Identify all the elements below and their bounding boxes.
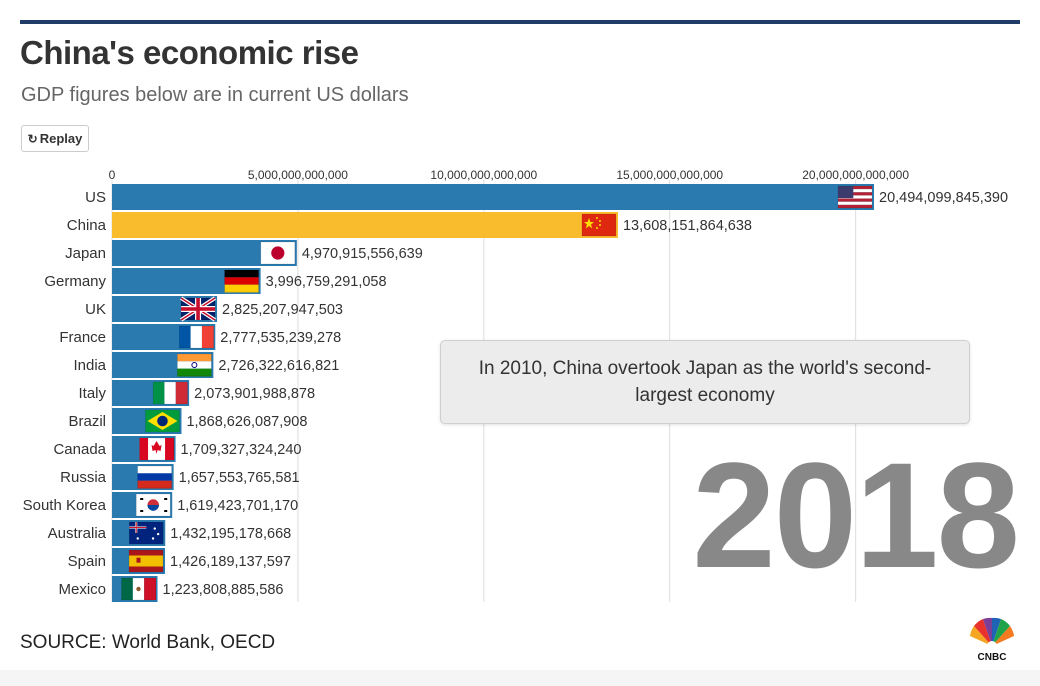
annotation-text: In 2010, China overtook Japan as the wor…: [478, 358, 932, 406]
category-label: UK: [85, 301, 106, 318]
value-label: 1,709,327,324,240: [181, 442, 302, 458]
bar-row: Russia 1,657,553,765,581: [60, 464, 300, 490]
bar-row: Germany 3,996,759,291,058: [44, 268, 387, 294]
value-label: 2,777,535,239,278: [220, 330, 341, 346]
category-label: Mexico: [58, 581, 106, 598]
value-label: 20,494,099,845,390: [879, 190, 1008, 206]
category-label: Germany: [44, 273, 106, 290]
chart-title: China's economic rise: [20, 34, 359, 71]
bar: [112, 212, 618, 238]
chart-subtitle: GDP figures below are in current US doll…: [21, 84, 409, 106]
russia-flag-icon: [137, 465, 172, 489]
bar-row: US 20,494,099,845,390: [85, 184, 1008, 210]
bars: US 20,494,099,845,390 China 13,608,151,864,…: [23, 184, 1008, 602]
bar-row: Italy 2,073,901,988,878: [78, 380, 315, 406]
bar-row: France 2,777,535,239,278: [59, 324, 341, 350]
peacock-icon: [970, 617, 1014, 651]
category-label: Spain: [68, 553, 106, 570]
japan-flag-icon: [260, 241, 296, 265]
spain-flag-icon: [128, 549, 164, 573]
x-axis-ticks: 0 5,000,000,000,000 10,000,000,000,000 15,0…: [109, 168, 910, 182]
title-rule: [20, 20, 1020, 24]
us-flag-icon: [837, 185, 873, 209]
x-tick-label: 5,000,000,000,000: [248, 168, 348, 182]
bar-row: Brazil 1,868,626,087,908: [68, 408, 307, 434]
india-flag-icon: [177, 353, 212, 377]
value-label: 2,073,901,988,878: [194, 386, 315, 402]
bar-row: Japan 4,970,915,556,639: [65, 240, 423, 266]
cnbc-logo: CNBC: [970, 617, 1014, 662]
value-label: 1,432,195,178,668: [170, 526, 291, 542]
australia-flag-icon: [128, 521, 164, 545]
annotation-callout: In 2010, China overtook Japan as the wor…: [440, 340, 970, 424]
mexico-flag-icon: [121, 577, 157, 601]
category-label: Brazil: [68, 413, 106, 430]
bar-row: India 2,726,322,616,821: [73, 352, 339, 378]
x-tick-label: 10,000,000,000,000: [430, 168, 537, 182]
bar: [112, 184, 875, 210]
category-label: Canada: [53, 441, 106, 458]
x-tick-label: 20,000,000,000,000: [802, 168, 909, 182]
germany-flag-icon: [224, 269, 259, 293]
year-label: 2018: [692, 431, 1020, 599]
category-label: China: [67, 217, 107, 234]
cnbc-logo-text: CNBC: [978, 652, 1007, 662]
south-korea-flag-icon: [135, 493, 171, 517]
value-label: 13,608,151,864,638: [623, 218, 752, 234]
bar-row: Australia 1,432,195,178,668: [48, 520, 291, 546]
bar-row: Mexico 1,223,808,885,586: [58, 576, 283, 602]
category-label: France: [59, 329, 106, 346]
bar-row: UK 2,825,207,947,503: [85, 296, 343, 322]
value-label: 4,970,915,556,639: [302, 246, 423, 262]
replay-label: Replay: [39, 131, 83, 146]
category-label: South Korea: [23, 497, 107, 514]
bar-row: South Korea 1,619,423,701,170: [23, 492, 298, 518]
category-label: Russia: [60, 469, 107, 486]
bar-row: Spain 1,426,189,137,597: [68, 548, 291, 574]
value-label: 2,726,322,616,821: [218, 358, 339, 374]
value-label: 1,223,808,885,586: [163, 582, 284, 598]
bar-row: Canada 1,709,327,324,240: [53, 436, 302, 462]
category-label: Australia: [48, 525, 107, 542]
france-flag-icon: [178, 325, 214, 349]
uk-flag-icon: [179, 296, 217, 322]
x-tick-label: 0: [109, 168, 116, 182]
brazil-flag-icon: [145, 409, 180, 433]
bar-row: China 13,608,151,864,638: [67, 212, 752, 238]
value-label: 3,996,759,291,058: [266, 274, 387, 290]
china-flag-icon: [581, 213, 617, 237]
italy-flag-icon: [152, 381, 188, 405]
gdp-bar-chart: 0 5,000,000,000,000 10,000,000,000,000 15,0…: [23, 168, 1008, 602]
category-label: Japan: [65, 245, 106, 262]
value-label: 1,657,553,765,581: [179, 470, 300, 486]
value-label: 2,825,207,947,503: [222, 302, 343, 318]
value-label: 1,868,626,087,908: [186, 414, 307, 430]
value-label: 1,426,189,137,597: [170, 554, 291, 570]
category-label: India: [73, 357, 106, 374]
replay-icon: ↻: [27, 131, 38, 146]
canada-flag-icon: [139, 437, 175, 461]
category-label: Italy: [78, 385, 106, 402]
footer-band: [0, 670, 1040, 686]
x-tick-label: 15,000,000,000,000: [616, 168, 723, 182]
replay-button[interactable]: ↻ Replay: [21, 125, 89, 152]
category-label: US: [85, 189, 106, 206]
value-label: 1,619,423,701,170: [177, 498, 298, 514]
source-note: SOURCE: World Bank, OECD: [20, 632, 276, 653]
